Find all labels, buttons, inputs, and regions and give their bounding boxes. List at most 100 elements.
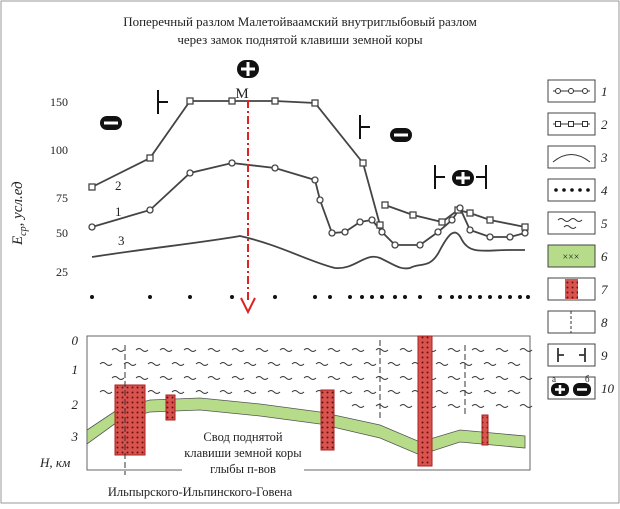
depth-tick: 0 — [72, 333, 79, 348]
tilde — [243, 362, 257, 366]
dot — [313, 295, 317, 299]
tilde — [363, 362, 377, 366]
columns — [114, 335, 489, 467]
dot — [393, 295, 397, 299]
legend-number: 9 — [601, 348, 608, 363]
marker — [448, 216, 456, 224]
tilde — [135, 348, 149, 352]
tilde — [327, 348, 341, 352]
marker — [311, 99, 319, 107]
annotation: глыбы п-вов — [210, 462, 276, 476]
dot — [403, 295, 407, 299]
curve-2 — [91, 100, 381, 226]
legend-marker — [570, 188, 574, 192]
dot — [478, 295, 482, 299]
point-label: M — [235, 86, 248, 102]
marker — [391, 241, 399, 249]
tilde — [435, 362, 449, 366]
marker — [186, 169, 194, 177]
marker — [521, 223, 529, 231]
legend: 1 2 3 4 5 ××× 6 7 8 9 а б 10 — [547, 79, 615, 400]
axis-label: Eср, усл.ед — [10, 181, 29, 246]
depth-tick: 1 — [72, 362, 79, 377]
tilde — [399, 376, 413, 380]
legend-marker — [568, 121, 574, 127]
marker — [378, 228, 386, 236]
marker — [311, 176, 319, 184]
axis-label-sub: ср — [18, 226, 29, 235]
tilde — [255, 348, 269, 352]
tilde — [375, 348, 389, 352]
tilde — [111, 348, 125, 352]
legend-symbol — [565, 279, 578, 299]
tilde — [195, 390, 209, 394]
tilde — [231, 348, 245, 352]
arrow-head — [240, 297, 256, 315]
tilde — [459, 362, 473, 366]
faults — [124, 340, 466, 475]
tilde — [291, 362, 305, 366]
marker — [328, 229, 336, 237]
dot — [90, 295, 94, 299]
marker — [88, 183, 96, 191]
marker — [506, 233, 514, 241]
marker — [146, 154, 154, 162]
tick-label: 25 — [56, 265, 68, 279]
dot — [348, 295, 352, 299]
tilde — [519, 376, 533, 380]
legend-number: 5 — [601, 216, 608, 231]
marker — [409, 211, 417, 219]
tilde — [483, 390, 497, 394]
marker — [466, 226, 474, 234]
legend-marker — [555, 88, 561, 94]
legend-number: 3 — [600, 150, 608, 165]
marker — [359, 159, 367, 167]
tick-label: 50 — [56, 226, 68, 240]
tick-label: 150 — [50, 95, 68, 109]
tilde — [255, 376, 269, 380]
dot — [418, 295, 422, 299]
legend-marker — [578, 188, 582, 192]
tilde — [219, 390, 233, 394]
legend-number: 6 — [601, 249, 608, 264]
legend-box — [547, 211, 596, 235]
tilde — [303, 376, 317, 380]
legend-marker — [582, 121, 588, 127]
axis-label-rest: , усл.ед — [10, 181, 26, 226]
legend-symbol — [555, 385, 565, 394]
tilde — [435, 390, 449, 394]
tilde — [171, 362, 185, 366]
annotation: Свод поднятой — [203, 430, 282, 444]
marker — [381, 201, 389, 209]
axis-label-main: E — [10, 236, 26, 246]
marker — [416, 241, 424, 249]
tilde — [303, 348, 317, 352]
dot — [273, 295, 277, 299]
tilde — [243, 390, 257, 394]
dot — [508, 295, 512, 299]
legend-symbol — [552, 154, 591, 163]
legend-marker — [582, 88, 588, 94]
annotation: Ильпырского-Ильпинского-Говена — [108, 485, 293, 499]
tilde — [351, 404, 365, 408]
tick-label: 100 — [50, 143, 68, 157]
tilde — [183, 376, 197, 380]
tilde — [183, 348, 197, 352]
tilde — [171, 390, 185, 394]
tilde — [519, 404, 533, 408]
legend-marker — [555, 121, 561, 127]
title-line: через замок поднятой клавиши земной коры — [177, 32, 423, 47]
legend-number: 10 — [601, 381, 615, 396]
tilde — [399, 404, 413, 408]
tilde — [507, 362, 521, 366]
curve-label: 1 — [115, 204, 122, 219]
tilde — [495, 404, 509, 408]
dot — [488, 295, 492, 299]
tilde — [111, 376, 125, 380]
signs — [100, 60, 487, 189]
legend-number: 2 — [601, 117, 608, 132]
depth-tick: 3 — [71, 429, 79, 444]
tilde — [447, 348, 461, 352]
marker — [271, 97, 279, 105]
tilde — [375, 376, 389, 380]
